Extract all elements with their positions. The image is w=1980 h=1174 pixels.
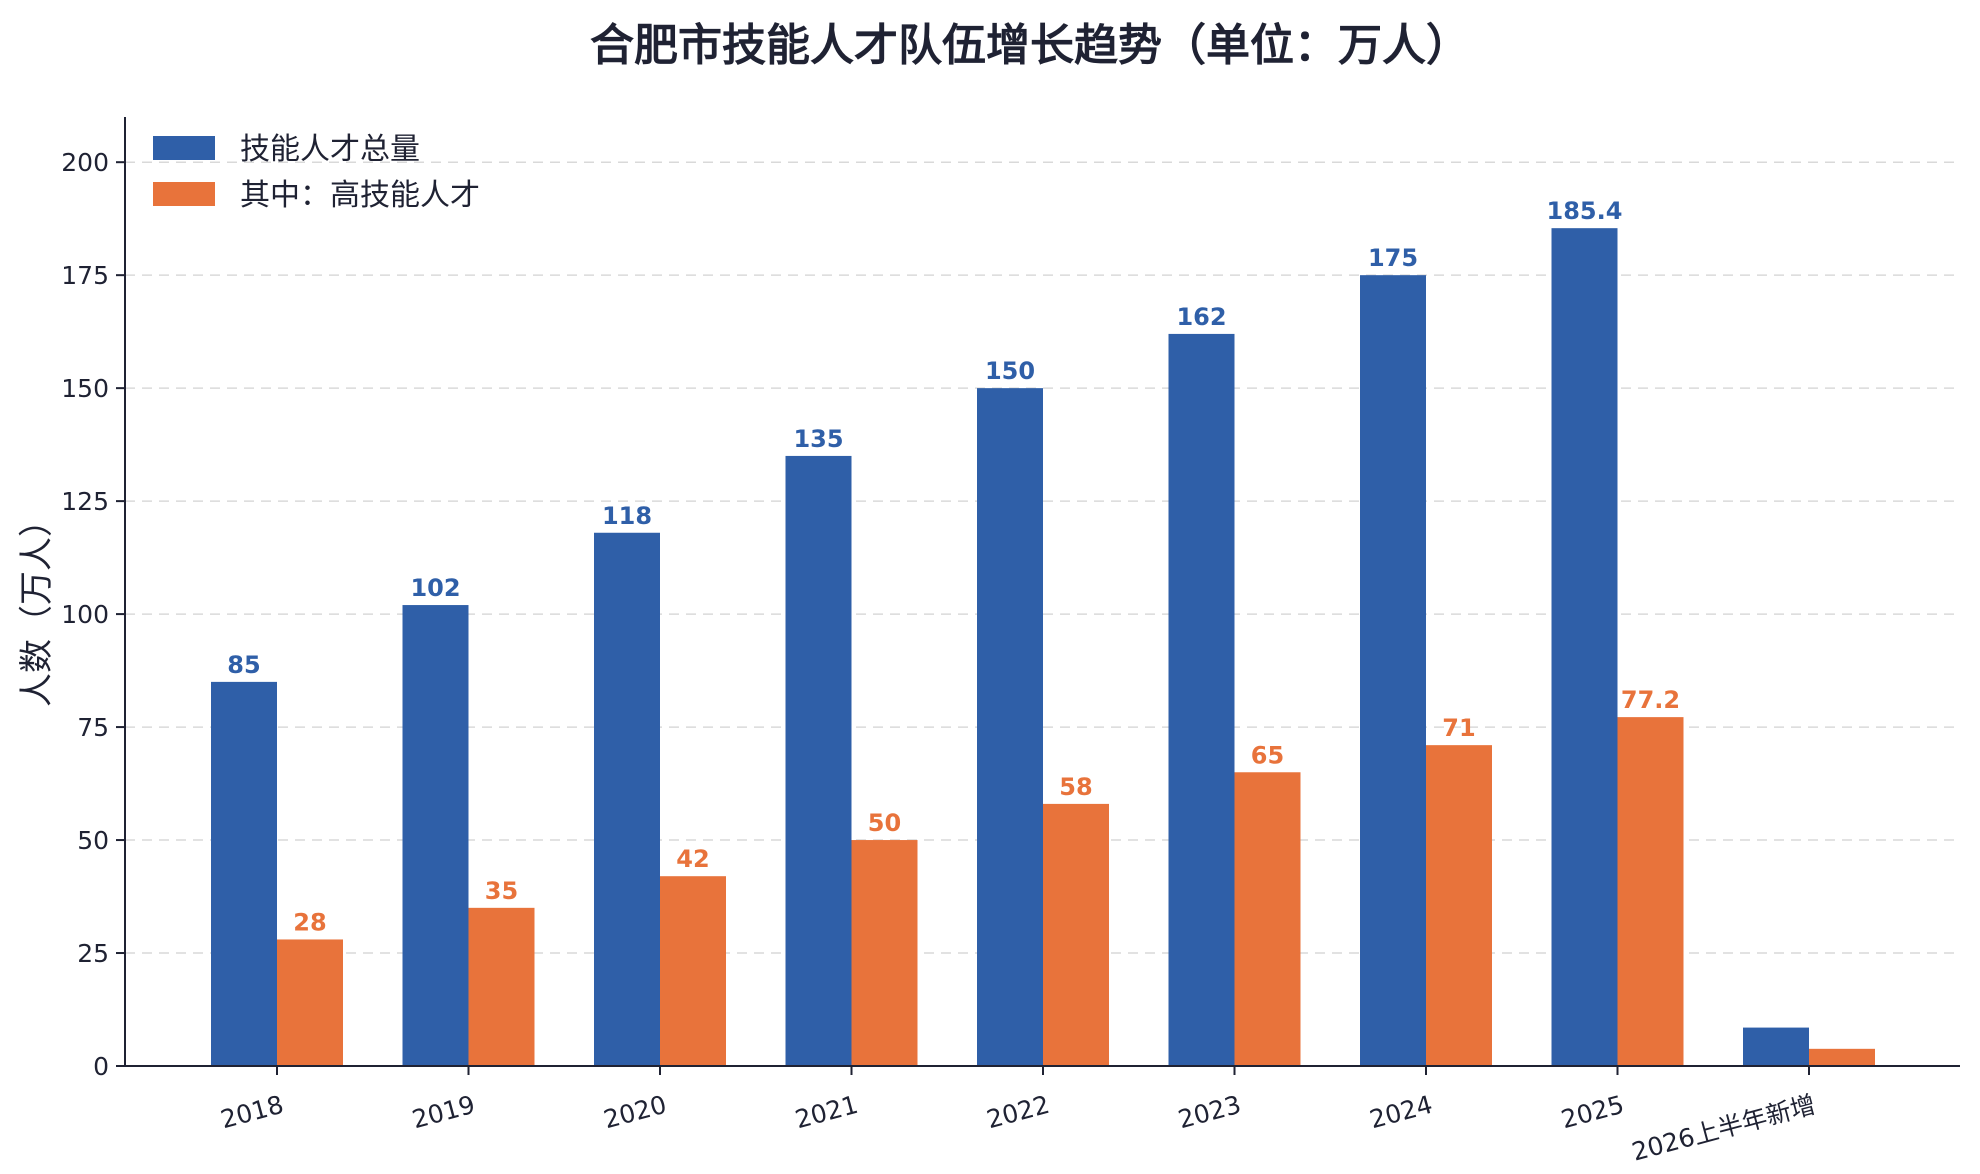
chart-title: 合肥市技能人才队伍增长趋势（单位：万人） (590, 20, 1470, 71)
legend-label: 技能人才总量 (240, 132, 420, 167)
y-tick-label: 25 (77, 939, 109, 968)
data-label: 77.2 (1621, 686, 1680, 714)
bar-total-4 (977, 388, 1043, 1067)
data-label: 58 (1059, 773, 1092, 801)
y-axis-label: 人数（万人） (17, 503, 57, 707)
x-tick-label: 2019 (409, 1090, 478, 1134)
y-tick-label: 0 (93, 1052, 109, 1081)
data-label: 65 (1251, 741, 1284, 769)
data-label: 42 (676, 845, 709, 873)
y-tick-label: 50 (77, 826, 109, 855)
bars (211, 228, 1875, 1067)
y-tick-label: 125 (61, 487, 109, 516)
data-label: 35 (485, 877, 518, 905)
bar-high-skill-8 (1809, 1048, 1875, 1066)
x-tick-label: 2020 (601, 1090, 670, 1134)
data-label: 28 (293, 908, 326, 936)
bar-total-0 (211, 681, 277, 1066)
data-label: 118 (602, 502, 652, 530)
x-tick-label: 2023 (1175, 1090, 1244, 1134)
bar-high-skill-5 (1234, 772, 1301, 1066)
bar-high-skill-4 (1043, 803, 1109, 1066)
bar-total-7 (1551, 228, 1618, 1066)
y-tick-label: 75 (77, 713, 109, 742)
x-tick-label: 2021 (792, 1090, 861, 1134)
bar-total-8 (1743, 1027, 1809, 1066)
legend-swatch (153, 182, 215, 206)
x-tick-label: 2018 (218, 1090, 287, 1134)
x-tick-label: 2022 (984, 1090, 1053, 1134)
data-label: 102 (410, 574, 460, 602)
bar-high-skill-2 (660, 876, 726, 1066)
bar-total-2 (594, 532, 660, 1066)
data-label: 50 (868, 809, 901, 837)
bar-high-skill-7 (1617, 717, 1684, 1066)
legend-label: 其中：高技能人才 (240, 178, 480, 213)
bar-total-5 (1168, 333, 1235, 1066)
data-label: 162 (1176, 303, 1226, 331)
data-label: 150 (985, 357, 1035, 385)
y-tick-label: 175 (61, 261, 109, 290)
data-label: 71 (1442, 714, 1475, 742)
data-label: 185.4 (1547, 197, 1623, 225)
x-tick-label: 2025 (1558, 1090, 1627, 1134)
bar-high-skill-6 (1426, 745, 1492, 1066)
data-label: 85 (227, 651, 260, 679)
data-label: 175 (1368, 244, 1418, 272)
y-tick-label: 150 (61, 374, 109, 403)
data-label: 135 (793, 425, 843, 453)
legend-swatch (153, 136, 215, 160)
bar-high-skill-3 (851, 840, 918, 1066)
x-tick-label: 2026上半年新增 (1629, 1090, 1819, 1167)
bar-high-skill-1 (468, 907, 535, 1066)
bar-total-6 (1360, 275, 1426, 1067)
x-tick-label: 2024 (1367, 1090, 1436, 1134)
value-labels: 85 28 102 35 118 42 135 50 150 58 162 65 175 71 185.4 7… (227, 197, 1680, 936)
bar-total-1 (402, 605, 469, 1066)
y-tick-label: 100 (61, 600, 109, 629)
bar-high-skill-0 (277, 939, 343, 1066)
y-tick-label: 200 (61, 148, 109, 177)
bar-total-3 (785, 455, 852, 1066)
